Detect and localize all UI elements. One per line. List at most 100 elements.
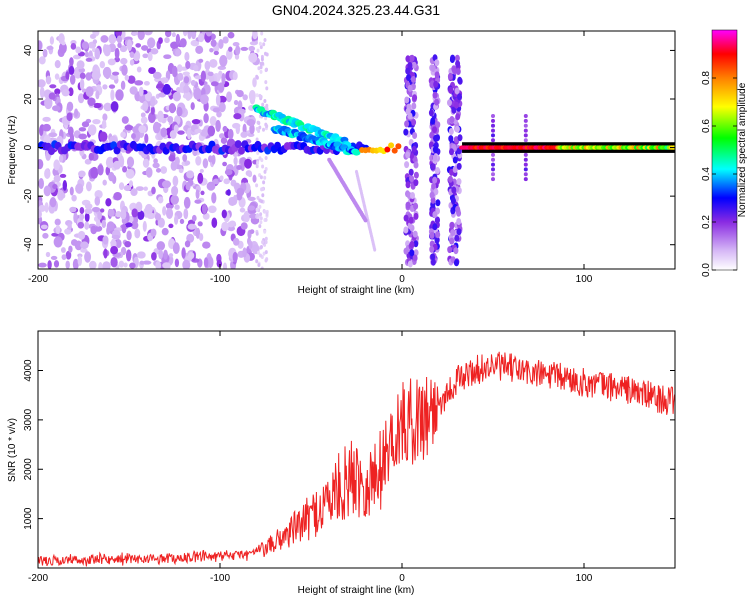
spectrogram-cell [39, 86, 45, 99]
spectrogram-cell [430, 163, 436, 171]
spectrogram-cell [61, 41, 66, 46]
spectrogram-cell [207, 125, 216, 137]
spectrogram-cell [264, 236, 268, 241]
spectrogram-cell [254, 40, 258, 45]
spectrogram-cell [260, 57, 264, 62]
spectrogram-cell [122, 166, 128, 173]
spectrogram-cell [413, 240, 419, 248]
spectrogram-cell [448, 86, 454, 94]
spectrogram-cell [45, 75, 52, 85]
spectrogram-cell [428, 109, 434, 117]
spectrogram-cell [120, 80, 126, 90]
spectrogram-cell [235, 45, 241, 56]
spectrogram-cell [58, 155, 64, 163]
colorbar-gradient [711, 29, 738, 271]
snr-xtick-label: 100 [576, 573, 593, 584]
spectrogram-cell [108, 34, 117, 44]
spectrogram-cell [404, 161, 410, 169]
spectrogram-cell [403, 214, 409, 222]
spectrogram-cell [62, 180, 68, 191]
spectrogram-cell [148, 112, 156, 124]
spectrogram-cell [177, 72, 184, 81]
spectrogram-cell [187, 223, 196, 230]
spectrogram-cell [202, 241, 211, 249]
spectrogram-cell [212, 107, 221, 113]
spectrogram-cell [240, 222, 248, 230]
spectrogram-cell [260, 245, 263, 249]
spectrogram-cell [38, 79, 46, 88]
spectrogram-cell [87, 124, 97, 136]
spectrogram-cell [435, 216, 440, 224]
spectrogram-cell [432, 223, 438, 231]
spectrogram-cell [455, 60, 461, 68]
spectrogram-cell [87, 97, 96, 106]
spectrogram-cell [523, 114, 528, 118]
spectrogram-cell [240, 131, 248, 138]
spectrogram-cell [105, 166, 111, 176]
spectrogram-ytick-label: -40 [23, 237, 34, 252]
spectrogram-cell [72, 258, 79, 269]
spectrogram-cell [97, 164, 104, 176]
spectrogram-cell [455, 68, 461, 75]
spectrogram-xtick-label: 100 [576, 274, 593, 285]
spectrogram-cell [223, 178, 230, 185]
spectrogram-cell [456, 162, 462, 170]
spectrogram-cell [262, 127, 265, 132]
spectrogram-cell [182, 31, 188, 37]
spectrogram-cell [163, 54, 172, 60]
spectrogram-cell [247, 171, 253, 178]
spectrogram-cell [255, 137, 259, 142]
spectrogram-cell [255, 164, 259, 169]
spectrogram-cell [194, 199, 202, 204]
spectrogram-cell [162, 206, 167, 216]
spectrogram-cell [58, 42, 67, 54]
spectrogram-cell [452, 67, 458, 75]
spectrogram-cell [131, 221, 139, 230]
spectrogram-cell [78, 170, 86, 178]
spectrogram-cell [42, 116, 51, 122]
spectrogram-cell [66, 101, 74, 112]
spectrogram-cell [118, 260, 125, 268]
spectrogram-cell [410, 192, 415, 199]
spectrogram-cell [258, 41, 262, 46]
spectrogram-cell [256, 160, 260, 165]
spectrogram-cell [456, 228, 462, 236]
spectrogram-cell [125, 249, 132, 262]
spectrogram-x-label: Height of straight line (km) [298, 285, 415, 296]
spectrogram-cell [447, 246, 453, 254]
spectrogram-cell [248, 45, 256, 52]
spectrogram-cell [54, 59, 61, 69]
spectrogram-cell [115, 239, 122, 249]
spectrogram-cell [220, 137, 228, 144]
spectrogram-cell [453, 247, 459, 255]
spectrogram-cell [391, 147, 398, 154]
spectrogram-cell [80, 248, 88, 253]
spectrogram-cell [263, 175, 267, 180]
spectrogram-cell [228, 46, 233, 52]
spectrogram-cell [491, 123, 495, 128]
spectrogram-cell [384, 146, 391, 153]
spectrogram-cell [221, 221, 229, 232]
spectrogram-cell [186, 127, 192, 140]
snr-ytick-label: 3000 [23, 408, 34, 431]
spectrogram-cell [121, 223, 127, 234]
spectrogram-cell [89, 33, 97, 39]
spectrogram-cell [227, 128, 234, 140]
spectrogram-cell [126, 156, 135, 168]
spectrogram-cell [120, 209, 127, 220]
spectrogram-cell [264, 80, 268, 85]
spectrogram-cell [412, 230, 418, 238]
spectrogram-cell [405, 181, 411, 189]
spectrogram-cell [190, 79, 196, 86]
spectrogram-cell [448, 128, 454, 135]
spectrogram-cell [209, 116, 217, 126]
spectrogram-cell [233, 156, 238, 166]
spectrogram-cell [157, 196, 164, 204]
spectrogram-cell [120, 31, 126, 41]
spectrogram-cell [144, 91, 153, 102]
spectrogram-cell [198, 233, 204, 242]
spectrogram-cell [126, 230, 132, 241]
spectrogram-cell [184, 51, 190, 62]
spectrogram-cell [151, 252, 157, 261]
spectrogram-cell [238, 110, 245, 122]
